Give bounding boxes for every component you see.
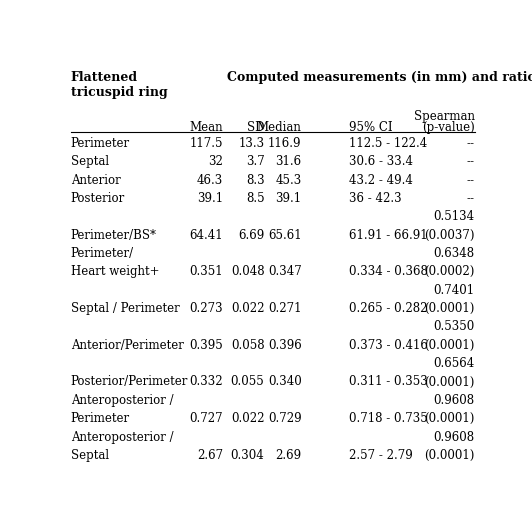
Text: 0.311 - 0.353: 0.311 - 0.353 [349,376,428,388]
Text: 31.6: 31.6 [276,155,302,168]
Text: 0.718 - 0.735: 0.718 - 0.735 [349,412,428,425]
Text: (0.0001): (0.0001) [425,449,475,462]
Text: 6.69: 6.69 [238,229,264,242]
Text: Flattened
tricuspid ring: Flattened tricuspid ring [71,70,168,98]
Text: --: -- [467,192,475,205]
Text: Septal / Perimeter: Septal / Perimeter [71,302,179,315]
Text: 0.055: 0.055 [231,376,264,388]
Text: 30.6 - 33.4: 30.6 - 33.4 [349,155,413,168]
Text: 0.7401: 0.7401 [434,284,475,297]
Text: Perimeter: Perimeter [71,412,130,425]
Text: (p-value): (p-value) [422,121,475,134]
Text: 0.340: 0.340 [268,376,302,388]
Text: 0.332: 0.332 [189,376,223,388]
Text: Anteroposterior /: Anteroposterior / [71,430,173,444]
Text: Septal: Septal [71,155,109,168]
Text: 64.41: 64.41 [189,229,223,242]
Text: (0.0001): (0.0001) [425,302,475,315]
Text: (0.0002): (0.0002) [425,265,475,278]
Text: 0.351: 0.351 [189,265,223,278]
Text: Computed measurements (in mm) and ratios calculated: Computed measurements (in mm) and ratios… [227,70,532,84]
Text: 0.6564: 0.6564 [434,357,475,370]
Text: 0.022: 0.022 [231,302,264,315]
Text: SD: SD [247,121,264,134]
Text: 8.5: 8.5 [246,192,264,205]
Text: Anterior/Perimeter: Anterior/Perimeter [71,339,184,352]
Text: (0.0001): (0.0001) [425,376,475,388]
Text: Septal: Septal [71,449,109,462]
Text: 46.3: 46.3 [197,174,223,187]
Text: 36 - 42.3: 36 - 42.3 [349,192,402,205]
Text: 0.727: 0.727 [189,412,223,425]
Text: (0.0001): (0.0001) [425,339,475,352]
Text: Posterior/Perimeter: Posterior/Perimeter [71,376,188,388]
Text: --: -- [467,174,475,187]
Text: Perimeter: Perimeter [71,137,130,150]
Text: Median: Median [256,121,302,134]
Text: 45.3: 45.3 [275,174,302,187]
Text: 0.6348: 0.6348 [434,247,475,260]
Text: 32: 32 [209,155,223,168]
Text: 112.5 - 122.4: 112.5 - 122.4 [349,137,427,150]
Text: 117.5: 117.5 [190,137,223,150]
Text: 0.304: 0.304 [231,449,264,462]
Text: Heart weight+: Heart weight+ [71,265,159,278]
Text: 0.729: 0.729 [268,412,302,425]
Text: 95% CI: 95% CI [349,121,393,134]
Text: Perimeter/: Perimeter/ [71,247,134,260]
Text: 0.5350: 0.5350 [434,320,475,334]
Text: 0.048: 0.048 [231,265,264,278]
Text: 43.2 - 49.4: 43.2 - 49.4 [349,174,413,187]
Text: Mean: Mean [189,121,223,134]
Text: 8.3: 8.3 [246,174,264,187]
Text: 2.69: 2.69 [276,449,302,462]
Text: 0.395: 0.395 [189,339,223,352]
Text: (0.0037): (0.0037) [424,229,475,242]
Text: Posterior: Posterior [71,192,125,205]
Text: 2.67: 2.67 [197,449,223,462]
Text: 61.91 - 66.91: 61.91 - 66.91 [349,229,428,242]
Text: (0.0001): (0.0001) [425,412,475,425]
Text: Anterior: Anterior [71,174,120,187]
Text: 0.9608: 0.9608 [434,430,475,444]
Text: --: -- [467,137,475,150]
Text: 0.396: 0.396 [268,339,302,352]
Text: Spearman: Spearman [414,110,475,123]
Text: 0.5134: 0.5134 [434,210,475,224]
Text: 0.058: 0.058 [231,339,264,352]
Text: 39.1: 39.1 [276,192,302,205]
Text: Perimeter/BS*: Perimeter/BS* [71,229,156,242]
Text: 65.61: 65.61 [268,229,302,242]
Text: 0.334 - 0.368: 0.334 - 0.368 [349,265,428,278]
Text: 13.3: 13.3 [238,137,264,150]
Text: 0.265 - 0.282: 0.265 - 0.282 [349,302,427,315]
Text: 0.022: 0.022 [231,412,264,425]
Text: 0.273: 0.273 [189,302,223,315]
Text: 2.57 - 2.79: 2.57 - 2.79 [349,449,413,462]
Text: 39.1: 39.1 [197,192,223,205]
Text: --: -- [467,155,475,168]
Text: 0.373 - 0.416: 0.373 - 0.416 [349,339,428,352]
Text: 0.271: 0.271 [268,302,302,315]
Text: 0.9608: 0.9608 [434,394,475,407]
Text: 0.347: 0.347 [268,265,302,278]
Text: 3.7: 3.7 [246,155,264,168]
Text: 116.9: 116.9 [268,137,302,150]
Text: Anteroposterior /: Anteroposterior / [71,394,173,407]
